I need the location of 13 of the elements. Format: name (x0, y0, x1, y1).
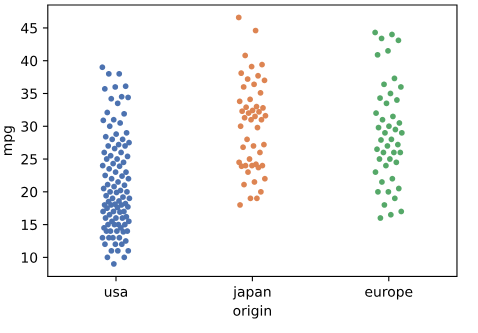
x-axis-title: origin (233, 305, 271, 319)
x-tick-label: japan (232, 286, 270, 300)
y-tick-label: 10 (22, 252, 38, 263)
y-tick-label: 40 (21, 56, 38, 66)
y-tick-label: 35 (21, 88, 37, 99)
y-tick-label: 30 (21, 121, 38, 132)
y-tick-label: 25 (21, 154, 37, 165)
x-tick-label: usa (104, 288, 128, 297)
y-tick-label: 45 (21, 23, 37, 34)
y-tick-label: 15 (22, 220, 37, 230)
x-tick-label: europe (365, 288, 412, 300)
y-tick-label: 20 (21, 186, 38, 198)
y-axis-title: mpg (4, 126, 15, 156)
